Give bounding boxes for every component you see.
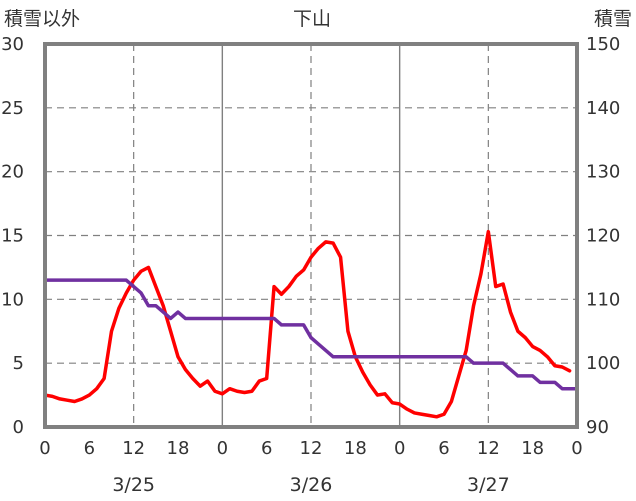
right-tick-label: 120 (586, 226, 620, 247)
right-tick-label: 110 (586, 289, 620, 310)
x-tick-label: 18 (167, 438, 190, 459)
x-tick-label: 6 (84, 438, 95, 459)
left-tick-label: 15 (1, 226, 24, 247)
left-tick-label: 10 (1, 289, 24, 310)
series-line-1 (43, 278, 579, 391)
right-tick-label: 100 (586, 353, 620, 374)
date-label: 3/27 (467, 474, 510, 496)
x-tick-label: 6 (438, 438, 449, 459)
right-axis-ticks: 90 100 110 120 130 140 150 (586, 34, 620, 438)
x-tick-label: 12 (477, 438, 500, 459)
right-tick-label: 150 (586, 34, 620, 55)
x-tick-label: 0 (394, 438, 405, 459)
x-axis-ticks: 0 6 12 18 0 6 12 18 0 6 12 18 0 (39, 438, 582, 459)
grid (45, 44, 577, 427)
x-tick-label: 12 (300, 438, 323, 459)
x-tick-label: 18 (344, 438, 367, 459)
right-tick-label: 130 (586, 162, 620, 183)
chart-title: 下山 (293, 8, 331, 30)
right-tick-label: 90 (586, 417, 609, 438)
x-tick-label: 18 (521, 438, 544, 459)
left-tick-label: 20 (1, 162, 24, 183)
plot-frame (43, 42, 579, 429)
series-line-0 (43, 229, 572, 419)
left-axis-ticks: 0 5 10 15 20 25 30 (1, 34, 24, 438)
x-tick-label: 0 (217, 438, 228, 459)
left-tick-label: 0 (13, 417, 24, 438)
date-labels: 3/25 3/26 3/27 (112, 474, 509, 496)
left-tick-label: 25 (1, 98, 24, 119)
right-axis-label: 積雪 (594, 8, 632, 30)
left-tick-label: 5 (13, 353, 24, 374)
right-tick-label: 140 (586, 98, 620, 119)
x-tick-label: 12 (122, 438, 145, 459)
series-lines (43, 229, 579, 419)
x-tick-label: 0 (39, 438, 50, 459)
x-tick-label: 6 (261, 438, 272, 459)
x-tick-label: 0 (571, 438, 582, 459)
date-label: 3/26 (290, 474, 333, 496)
date-label: 3/25 (112, 474, 155, 496)
left-tick-label: 30 (1, 34, 24, 55)
left-axis-label: 積雪以外 (4, 8, 80, 30)
